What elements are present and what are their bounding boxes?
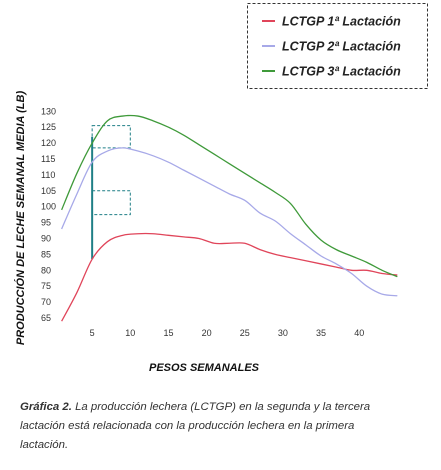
legend-label: LCTGP 3ª Lactación	[282, 65, 401, 79]
x-tick-label: 5	[90, 328, 95, 338]
legend-frame	[247, 3, 428, 89]
x-tick-label: 30	[278, 328, 288, 338]
series-line-2	[61, 147, 398, 297]
series-line-1	[61, 232, 398, 322]
caption-text: La producción lechera (LCTGP) en la segu…	[20, 401, 371, 451]
y-tick-label: 65	[41, 313, 51, 323]
y-tick-label: 120	[41, 138, 56, 148]
y-tick-label: 110	[41, 170, 55, 180]
y-tick-label: 75	[41, 281, 51, 291]
y-tick-label: 80	[41, 265, 51, 275]
y-tick-label: 115	[41, 154, 55, 164]
series-layer	[61, 114, 398, 322]
y-tick-label: 70	[41, 297, 51, 307]
x-axis-ticks: 5 10 15 20 25 30 35 40	[90, 328, 365, 338]
annotation-layer	[91, 125, 131, 260]
y-tick-label: 105	[41, 186, 56, 196]
y-tick-label: 125	[41, 122, 56, 132]
x-tick-label: 40	[354, 328, 364, 338]
highlight-box	[91, 125, 131, 149]
y-tick-label: 85	[41, 249, 51, 259]
caption-label: Gráfica 2.	[20, 401, 72, 413]
legend-label: LCTGP 1ª Lactación	[282, 15, 401, 29]
x-tick-label: 15	[163, 328, 173, 338]
series-line-3	[61, 114, 398, 278]
milk-production-chart: LCTGP 1ª Lactación LCTGP 2ª Lactación LCTG…	[14, 3, 428, 374]
x-tick-label: 25	[240, 328, 250, 338]
highlight-box	[91, 190, 131, 216]
legend: LCTGP 1ª Lactación LCTGP 2ª Lactación LCTG…	[247, 3, 428, 89]
y-axis-title: PRODUCCIÓN DE LECHE SEMANAL MEDIA (LB)	[14, 91, 27, 346]
x-tick-label: 10	[125, 328, 135, 338]
x-tick-label: 35	[316, 328, 326, 338]
y-tick-label: 130	[41, 106, 56, 116]
x-tick-label: 20	[202, 328, 212, 338]
x-axis-title: PESOS SEMANALES	[149, 362, 260, 374]
y-axis-ticks: 65 70 75 80 85 90 95 100 105 110 115 120 125 130	[41, 106, 56, 323]
legend-label: LCTGP 2ª Lactación	[282, 40, 401, 54]
y-tick-label: 100	[41, 202, 56, 212]
y-tick-label: 90	[41, 234, 51, 244]
y-tick-label: 95	[41, 218, 51, 228]
figure-caption: Gráfica 2. La producción lechera (LCTGP)…	[20, 398, 380, 455]
